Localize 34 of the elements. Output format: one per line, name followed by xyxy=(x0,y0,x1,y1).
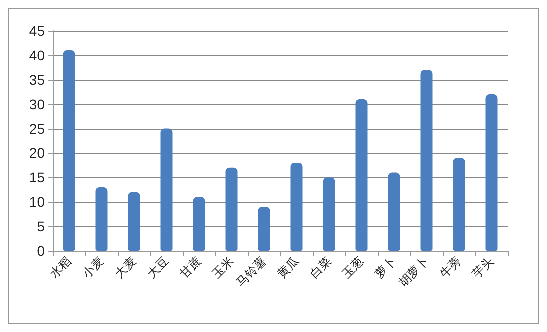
x-tick-label: 小麦 xyxy=(80,254,107,281)
bar xyxy=(453,158,466,251)
y-tick-label: 15 xyxy=(29,170,46,186)
bar xyxy=(290,163,303,251)
y-tick-label: 40 xyxy=(29,47,46,64)
y-tick-label: 45 xyxy=(29,23,46,39)
bar xyxy=(356,99,368,251)
x-tick-label: 芋头 xyxy=(470,254,497,281)
y-tick-label: 20 xyxy=(29,145,46,162)
y-tick-label: 30 xyxy=(29,96,46,112)
bar xyxy=(226,168,238,251)
y-tick-label: 0 xyxy=(37,243,46,259)
bar xyxy=(63,50,76,251)
y-tick-label: 25 xyxy=(29,120,46,137)
x-tick-label: 甘蔗 xyxy=(177,254,204,281)
y-tick-label: 35 xyxy=(29,72,46,88)
x-tick-label: 水稻 xyxy=(47,254,74,281)
bar xyxy=(258,207,270,251)
x-tick-label: 牛蒡 xyxy=(437,254,464,281)
x-tick-label: 白菜 xyxy=(307,254,334,281)
bar xyxy=(128,192,140,251)
bar xyxy=(420,70,433,251)
bar xyxy=(486,94,498,251)
bar xyxy=(388,172,400,251)
x-tick-label: 黄瓜 xyxy=(274,254,302,281)
bar xyxy=(160,128,173,251)
y-tick-label: 10 xyxy=(29,194,46,210)
y-tick-label: 5 xyxy=(37,218,46,235)
bar xyxy=(96,187,108,251)
bar xyxy=(193,197,206,251)
x-tick-label: 大豆 xyxy=(144,254,172,281)
x-tick-label: 大麦 xyxy=(112,254,140,281)
bar xyxy=(323,178,336,251)
x-tick-label: 玉葱 xyxy=(340,254,367,281)
